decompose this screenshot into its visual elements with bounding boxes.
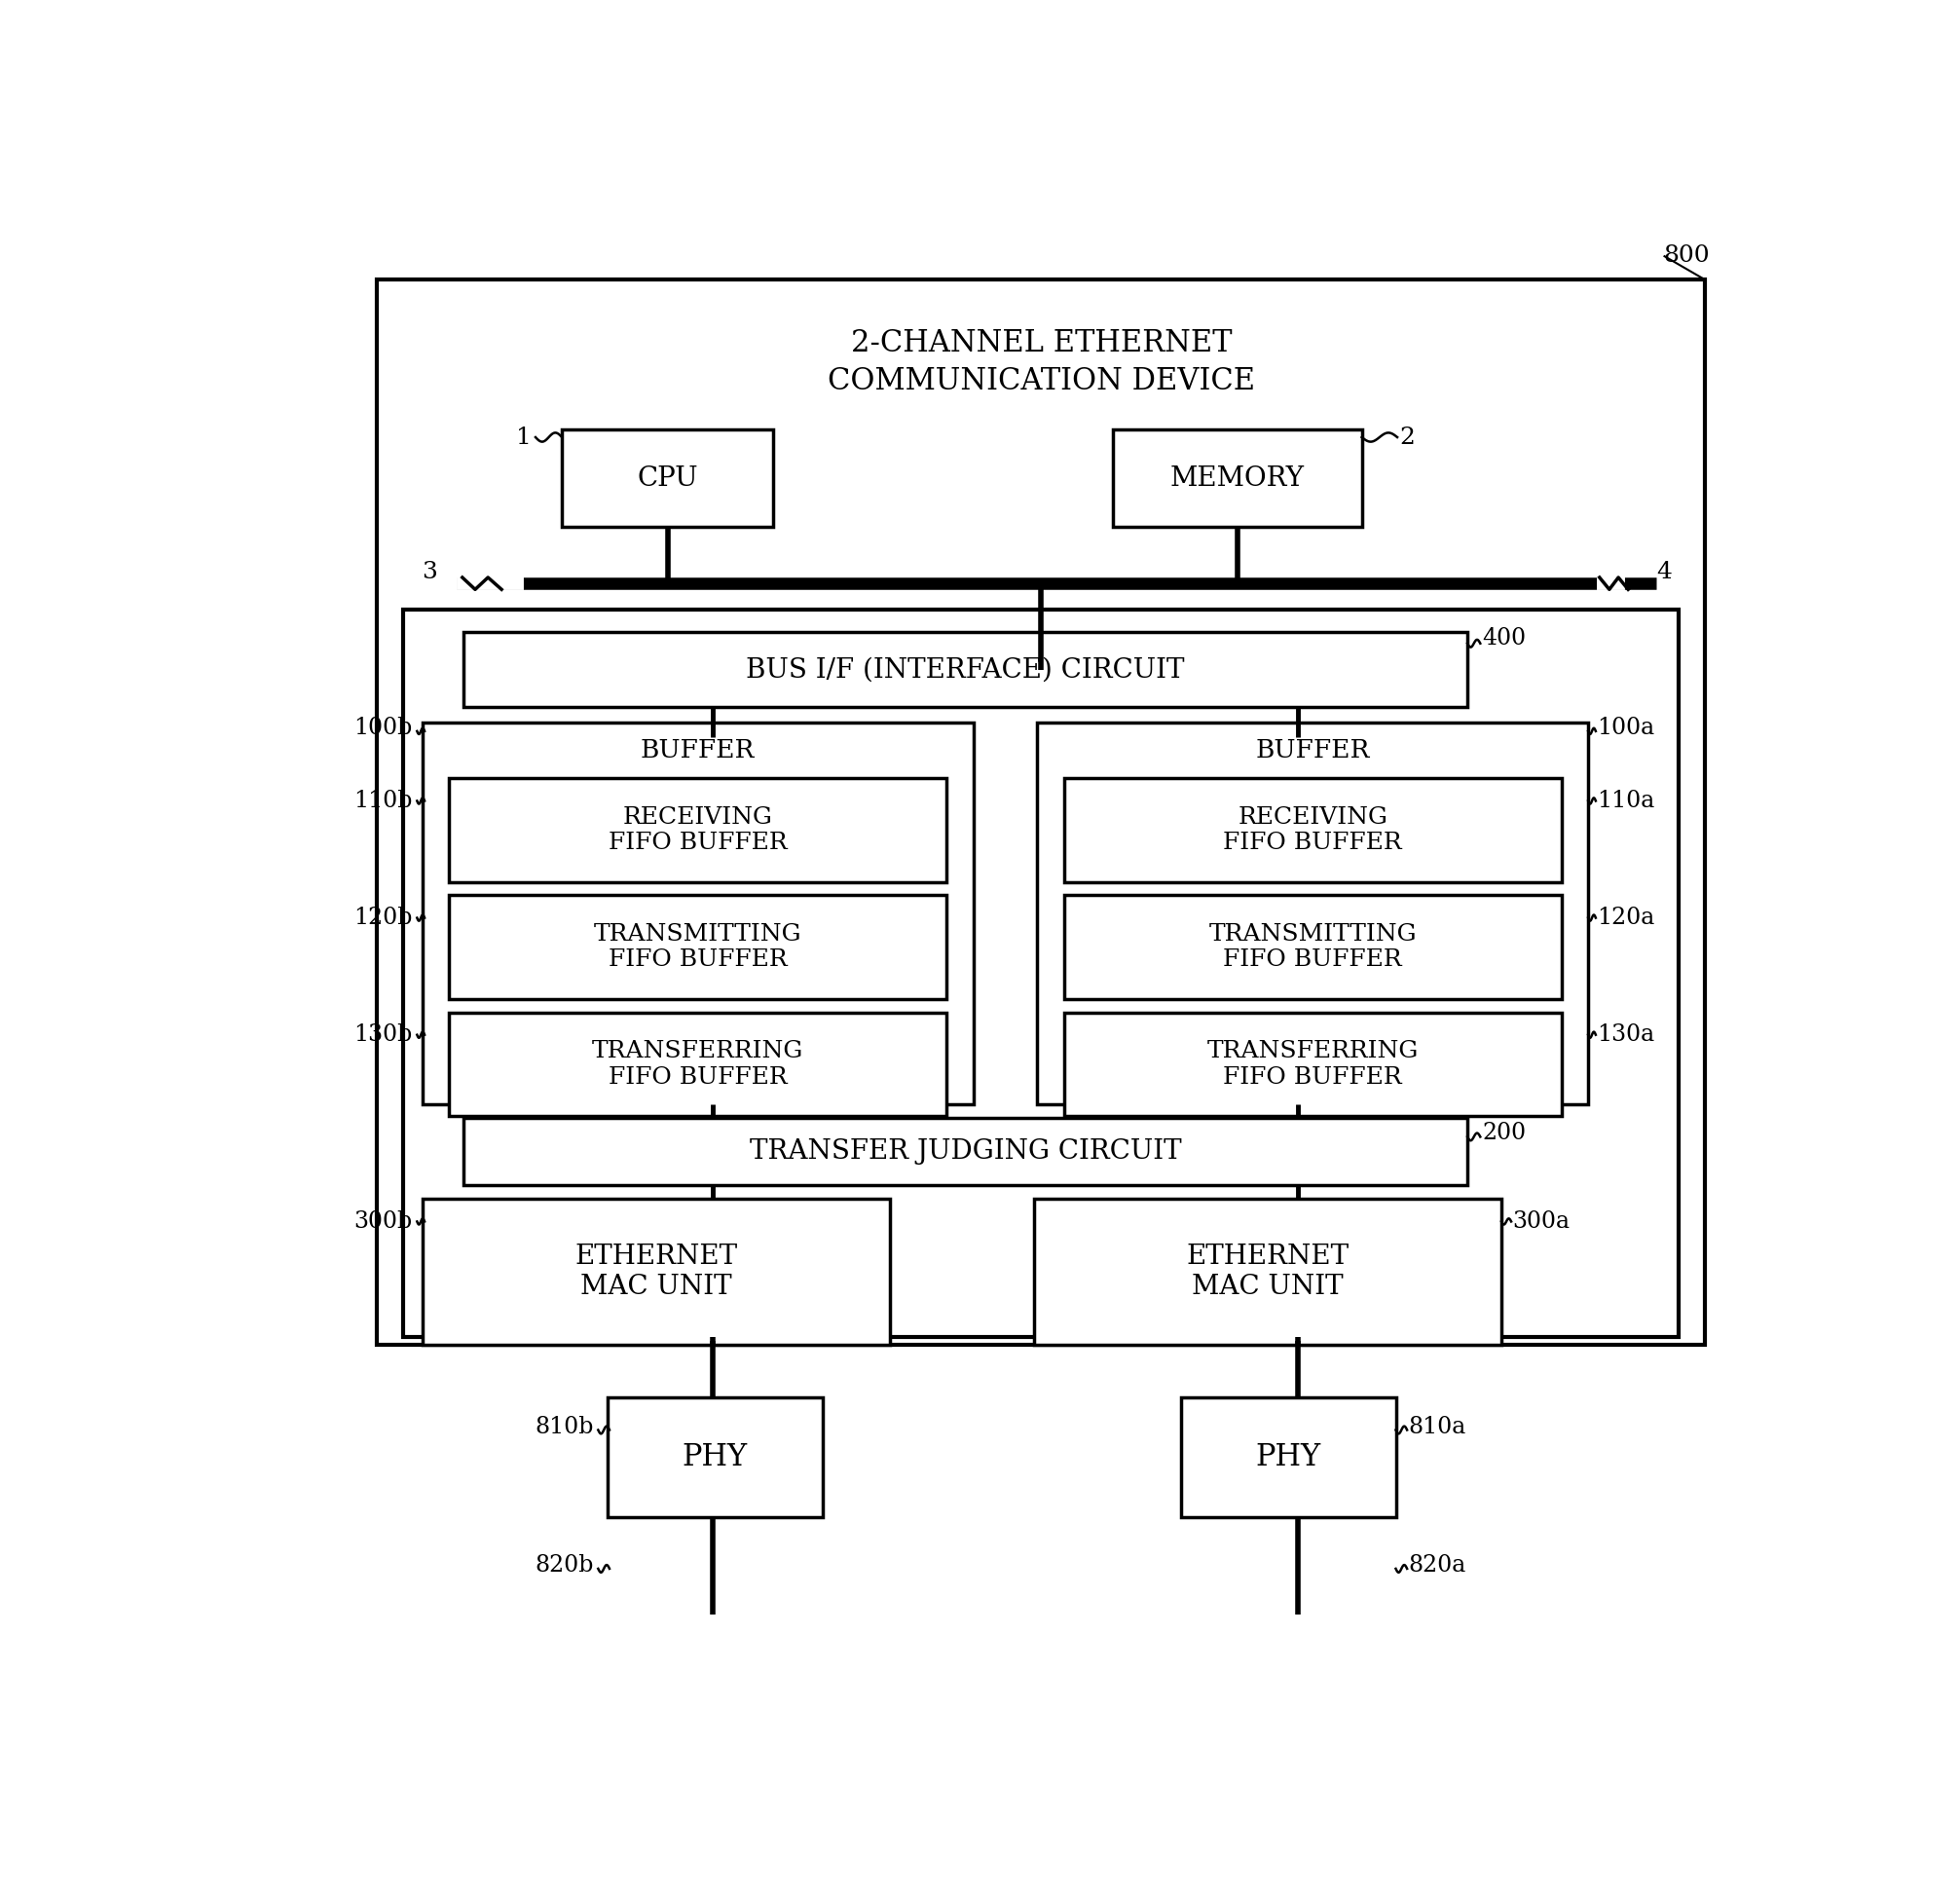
Bar [1064,1011,1562,1116]
Text: PHY: PHY [682,1441,747,1472]
Bar [465,633,1468,706]
Bar [1037,722,1588,1104]
Text: 120a: 120a [1597,907,1654,930]
Bar [608,1398,823,1517]
Text: 110b: 110b [353,790,412,813]
Text: ETHERNET
MAC UNIT: ETHERNET MAC UNIT [1186,1244,1348,1301]
Text: MEMORY: MEMORY [1170,466,1305,492]
Text: 810b: 810b [535,1417,594,1438]
Bar [421,722,974,1104]
Bar [465,1117,1468,1186]
Text: 100b: 100b [355,718,412,739]
Text: 100a: 100a [1597,718,1654,739]
Text: TRANSFERRING
FIFO BUFFER: TRANSFERRING FIFO BUFFER [592,1040,804,1089]
Bar [1064,896,1562,998]
Text: TRANSMITTING
FIFO BUFFER: TRANSMITTING FIFO BUFFER [1209,922,1417,972]
Text: RECEIVING
FIFO BUFFER: RECEIVING FIFO BUFFER [608,807,788,854]
Text: 820b: 820b [535,1555,594,1578]
Text: COMMUNICATION DEVICE: COMMUNICATION DEVICE [827,366,1254,396]
Text: CPU: CPU [637,466,698,492]
Text: 3: 3 [421,561,437,583]
Bar [449,778,947,883]
Bar [1113,430,1362,527]
Text: TRANSMITTING
FIFO BUFFER: TRANSMITTING FIFO BUFFER [594,922,802,972]
Text: RECEIVING
FIFO BUFFER: RECEIVING FIFO BUFFER [1223,807,1401,854]
Text: 2: 2 [1399,426,1415,449]
Text: 300a: 300a [1513,1210,1570,1233]
Text: 110a: 110a [1597,790,1654,813]
Text: ETHERNET
MAC UNIT: ETHERNET MAC UNIT [574,1244,737,1301]
Bar [1064,778,1562,883]
Text: 810a: 810a [1409,1417,1466,1438]
Bar [1180,1398,1396,1517]
Text: 130a: 130a [1597,1023,1654,1045]
Text: 820a: 820a [1409,1555,1466,1578]
Text: TRANSFER JUDGING CIRCUIT: TRANSFER JUDGING CIRCUIT [749,1138,1182,1165]
Text: 800: 800 [1664,244,1709,267]
Bar [421,1199,890,1345]
Text: BUS I/F (INTERFACE) CIRCUIT: BUS I/F (INTERFACE) CIRCUIT [747,657,1186,684]
Text: 120b: 120b [353,907,412,930]
Text: TRANSFERRING
FIFO BUFFER: TRANSFERRING FIFO BUFFER [1207,1040,1419,1089]
Text: PHY: PHY [1256,1441,1321,1472]
Text: 130b: 130b [355,1023,412,1045]
Text: BUFFER: BUFFER [641,739,755,763]
Bar [376,280,1705,1345]
Text: 1: 1 [515,426,531,449]
Text: 200: 200 [1482,1121,1527,1144]
Text: 2-CHANNEL ETHERNET: 2-CHANNEL ETHERNET [851,328,1231,358]
Bar [404,610,1678,1337]
Bar [1033,1199,1501,1345]
Bar [563,430,772,527]
Text: 400: 400 [1482,627,1527,650]
Text: 300b: 300b [355,1210,412,1233]
Bar [449,1011,947,1116]
Bar [449,896,947,998]
Text: 4: 4 [1656,561,1672,583]
Text: BUFFER: BUFFER [1256,739,1370,763]
